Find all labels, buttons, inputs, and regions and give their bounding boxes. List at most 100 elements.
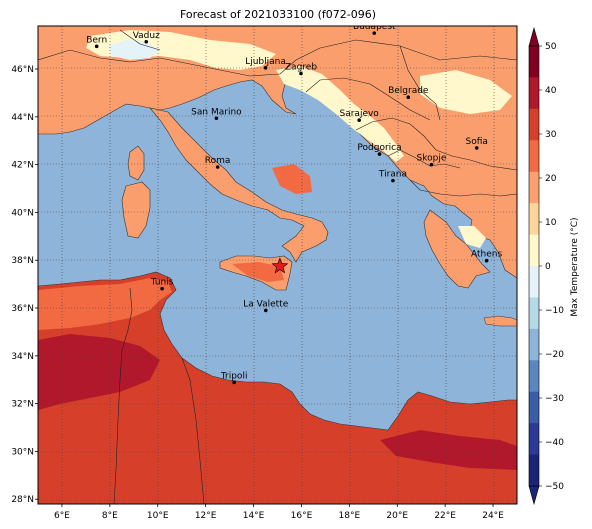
city-dot [391, 178, 395, 183]
colorbar-extend-top [528, 26, 540, 47]
africa-hot-zone-2 [380, 430, 517, 470]
colorbar-segment [529, 77, 539, 110]
lat-tick-label: 44°N [11, 113, 34, 123]
colorbar-tick-label: 50 [545, 42, 557, 52]
colorbar-segment [529, 203, 539, 236]
city-label: Ljubljana [245, 57, 286, 67]
lat-tick-label: 30°N [11, 447, 34, 457]
city-label: Tirana [378, 170, 407, 180]
city-dot [377, 152, 382, 156]
city-label: Podgorica [357, 143, 401, 153]
lat-tick-label: 40°N [11, 208, 34, 218]
colorbar-segment [529, 297, 539, 330]
lat-tick-label: 28°N [11, 495, 34, 505]
city-label: Belgrade [388, 86, 429, 96]
city-label: Tripoli [220, 371, 248, 381]
country-borders [38, 29, 517, 504]
city-label: Zagreb [285, 63, 317, 73]
colorbar-segment [529, 391, 539, 424]
city-dot [160, 286, 164, 291]
colorbar-segment [529, 108, 539, 141]
lat-tick-label: 36°N [11, 304, 34, 314]
graticule [38, 26, 517, 504]
city-dot [232, 380, 236, 385]
colorbar-segment [529, 328, 539, 361]
city-dot [263, 66, 268, 70]
colorbar: 50 40 30 20 10 0 −10 −20 −30 −40 −50 [528, 26, 564, 506]
colorbar-segment [529, 234, 539, 267]
city-label: Skopje [417, 154, 447, 164]
map-title: Forecast of 2021033100 (f072-096) [179, 8, 377, 21]
colorbar-segment [529, 423, 539, 456]
city-dot [215, 165, 220, 169]
city-dot [94, 44, 99, 49]
colorbar-segment [529, 140, 539, 173]
land-greece [423, 209, 491, 289]
city-dot [357, 118, 361, 122]
city-label: Roma [205, 156, 231, 166]
colorbar-tick-label: −40 [545, 438, 564, 448]
sicily-warm [232, 262, 284, 282]
south-italy-warm [272, 164, 312, 194]
colorbar-tick-label: −20 [545, 350, 564, 360]
lon-tick-label: 8°E [102, 511, 118, 521]
colorbar-tick-label: −30 [545, 394, 564, 404]
lon-tick-label: 22°E [434, 511, 456, 521]
alps-cool-zone [86, 30, 276, 70]
land-aegean [483, 315, 517, 327]
lon-tick-label: 10°E [147, 511, 169, 521]
colorbar-extend-bottom [528, 485, 540, 506]
colorbar-tick-label: 30 [545, 130, 557, 140]
city-dot [214, 116, 219, 121]
lon-tick-label: 16°E [291, 511, 313, 521]
colorbar-segment [529, 171, 539, 204]
colorbar-tick-label: 0 [545, 262, 551, 272]
balkans-cool-zone-2 [420, 70, 512, 114]
land-sardinia [121, 181, 151, 239]
city-dot [484, 258, 489, 263]
city-label: Athens [471, 250, 502, 260]
colorbar-segment [529, 360, 539, 393]
greece-cool-zone [458, 226, 486, 248]
city-dot [474, 146, 479, 150]
lat-axis: 46°N 44°N 42°N 40°N 38°N 36°N 34°N 32°N 30°N 28°N [11, 65, 38, 505]
colorbar-tick-label: 40 [545, 86, 557, 96]
city-dot [263, 308, 268, 313]
colorbar-tick-label: −50 [545, 482, 564, 492]
lat-tick-label: 38°N [11, 256, 34, 266]
land-tunisia-coast [38, 278, 172, 330]
lon-tick-label: 6°E [54, 511, 70, 521]
alps-cold-patch [108, 40, 160, 60]
colorbar-tick-label: 20 [545, 174, 557, 184]
marker-layer [271, 257, 289, 274]
lat-tick-label: 46°N [11, 65, 34, 75]
colorbar-segment [529, 46, 539, 78]
lon-axis: 6°E 8°E 10°E 12°E 14°E 16°E 18°E 20°E 22°E 24°E [54, 504, 504, 521]
star-marker [271, 257, 289, 274]
lon-tick-label: 20°E [386, 511, 408, 521]
city-label: Sarajevo [340, 109, 380, 119]
colorbar-tick-label: −10 [545, 306, 564, 316]
land-corsica [127, 145, 145, 181]
city-dot [372, 31, 377, 35]
city-dot [299, 71, 303, 76]
africa-hot-zone [38, 334, 160, 410]
city-label: San Marino [191, 107, 242, 117]
colorbar-label: Max Temperature (°C) [570, 217, 580, 316]
city-dot [144, 39, 149, 44]
city-label: Sofia [466, 137, 488, 147]
city-dot [406, 95, 411, 100]
city-dot [429, 162, 434, 167]
lat-tick-label: 32°N [11, 400, 34, 410]
city-label: La Valette [243, 299, 288, 309]
lon-tick-label: 18°E [339, 511, 361, 521]
colorbar-tick-label: 10 [545, 218, 557, 228]
lon-tick-label: 12°E [195, 511, 217, 521]
colorbar-segment [529, 266, 539, 298]
city-label: Tunis [150, 278, 174, 288]
lat-tick-label: 34°N [11, 352, 34, 362]
map-frame [37, 25, 518, 505]
